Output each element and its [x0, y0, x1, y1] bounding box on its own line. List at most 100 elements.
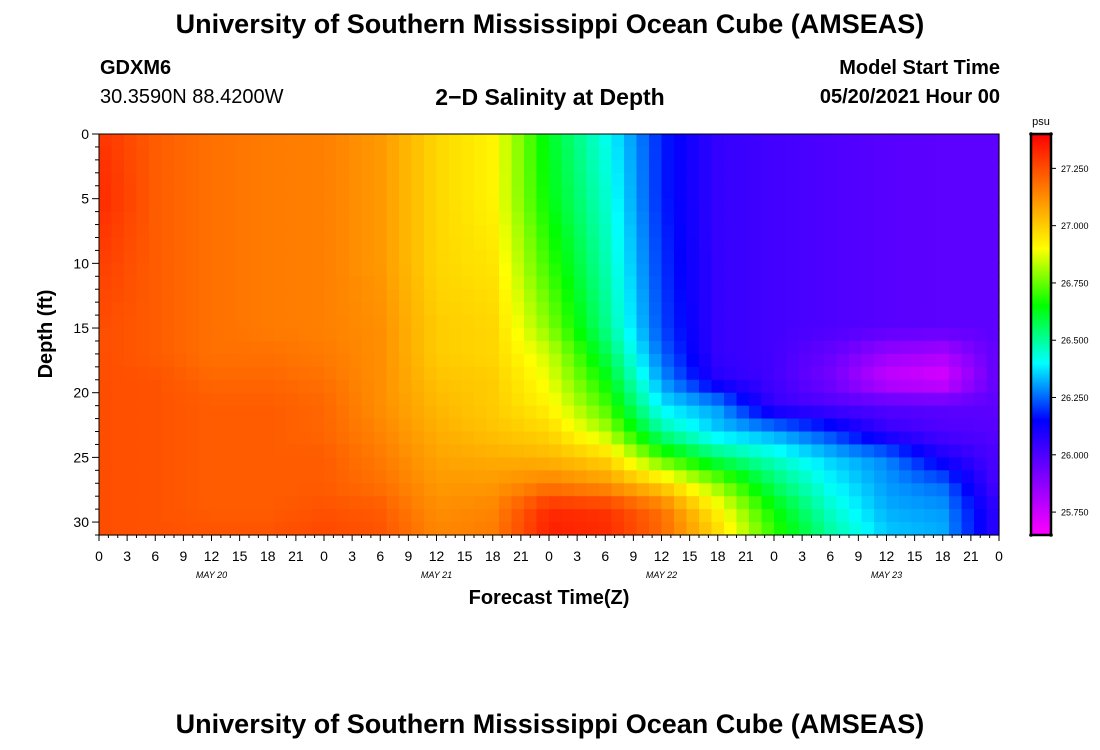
heatmap-cell [949, 159, 963, 174]
heatmap-cell [324, 457, 338, 471]
heatmap-cell [824, 509, 838, 523]
heatmap-cell [749, 392, 763, 407]
heatmap-cell [336, 340, 350, 355]
heatmap-cell [486, 315, 500, 329]
heatmap-cell [774, 146, 788, 161]
heatmap-cell [874, 134, 888, 148]
heatmap-cell [649, 470, 663, 484]
heatmap-cell [436, 263, 450, 277]
heatmap-cell [311, 302, 325, 316]
heatmap-cell [236, 276, 250, 290]
heatmap-cell [874, 470, 888, 484]
heatmap-cell [824, 172, 838, 187]
heatmap-cell [724, 457, 738, 471]
heatmap-cell [174, 328, 188, 342]
heatmap-cell [624, 379, 638, 394]
heatmap-cell [749, 198, 763, 213]
heatmap-cell [924, 289, 938, 303]
heatmap-cell [686, 509, 700, 523]
heatmap-cell [861, 237, 875, 252]
heatmap-cell [499, 353, 513, 368]
heatmap-cell [749, 237, 763, 252]
heatmap-cell [599, 159, 613, 174]
heatmap-cell [174, 405, 188, 420]
heatmap-cell [424, 224, 438, 239]
heatmap-cell [474, 211, 488, 226]
heatmap-cell [136, 185, 150, 200]
heatmap-cell [811, 340, 825, 355]
heatmap-cell [311, 522, 325, 536]
heatmap-cell [524, 211, 538, 226]
heatmap-cell [886, 353, 900, 368]
heatmap-cell [799, 405, 813, 420]
heatmap-cell [274, 496, 288, 510]
heatmap-cell [99, 509, 113, 523]
day-label: MAY 22 [646, 570, 677, 580]
heatmap-cell [861, 418, 875, 433]
heatmap-cell [349, 146, 363, 161]
heatmap-cell [486, 172, 500, 187]
heatmap-cell [436, 250, 450, 264]
heatmap-cell [974, 237, 988, 252]
heatmap-cell [274, 483, 288, 497]
heatmap-cell [974, 392, 988, 407]
heatmap-cell [674, 379, 688, 394]
heatmap-cell [986, 353, 1000, 368]
heatmap-cell [99, 250, 113, 264]
heatmap-cell [299, 340, 313, 355]
heatmap-cell [136, 315, 150, 329]
heatmap-cell [899, 146, 913, 161]
heatmap-cell [874, 444, 888, 458]
heatmap-cell [736, 172, 750, 187]
heatmap-cell [936, 353, 950, 368]
heatmap-cell [149, 250, 163, 264]
heatmap-cell [236, 250, 250, 264]
heatmap-cell [886, 483, 900, 497]
heatmap-cell [199, 405, 213, 420]
heatmap-cell [949, 237, 963, 252]
heatmap-cell [549, 431, 563, 446]
heatmap-cell [636, 289, 650, 303]
heatmap-cell [436, 276, 450, 290]
heatmap-cell [311, 418, 325, 433]
heatmap-cell [749, 431, 763, 446]
heatmap-cell [661, 405, 675, 420]
heatmap-cell [399, 496, 413, 510]
heatmap-cell [686, 328, 700, 342]
heatmap-cell [186, 470, 200, 484]
heatmap-cell [536, 198, 550, 213]
heatmap-cell [486, 418, 500, 433]
heatmap-cell [449, 211, 463, 226]
heatmap-cell [574, 224, 588, 239]
heatmap-cell [711, 185, 725, 200]
heatmap-cell [286, 250, 300, 264]
heatmap-cell [261, 263, 275, 277]
heatmap-cell [924, 509, 938, 523]
heatmap-cell [149, 522, 163, 536]
heatmap-cell [99, 159, 113, 174]
heatmap-cell [286, 315, 300, 329]
heatmap-cell [661, 263, 675, 277]
heatmap-cell [474, 418, 488, 433]
heatmap-cell [524, 457, 538, 471]
heatmap-cell [511, 134, 525, 148]
heatmap-cell [699, 146, 713, 161]
heatmap-cell [611, 315, 625, 329]
heatmap-cell [161, 263, 175, 277]
heatmap-cell [711, 418, 725, 433]
heatmap-cell [124, 302, 138, 316]
heatmap-cell [361, 328, 375, 342]
heatmap-cell [449, 457, 463, 471]
heatmap-cell [199, 496, 213, 510]
heatmap-cell [249, 302, 263, 316]
heatmap-cell [99, 379, 113, 394]
heatmap-cell [99, 392, 113, 407]
heatmap-cell [386, 522, 400, 536]
heatmap-cell [361, 353, 375, 368]
heatmap-cell [486, 470, 500, 484]
heatmap-cell [786, 496, 800, 510]
heatmap-cell [286, 483, 300, 497]
heatmap-cell [374, 444, 388, 458]
heatmap-cell [899, 237, 913, 252]
heatmap-cell [349, 483, 363, 497]
